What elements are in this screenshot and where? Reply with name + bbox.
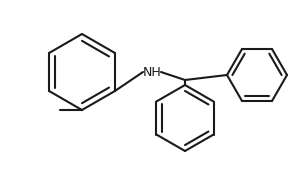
Text: NH: NH bbox=[143, 66, 161, 78]
